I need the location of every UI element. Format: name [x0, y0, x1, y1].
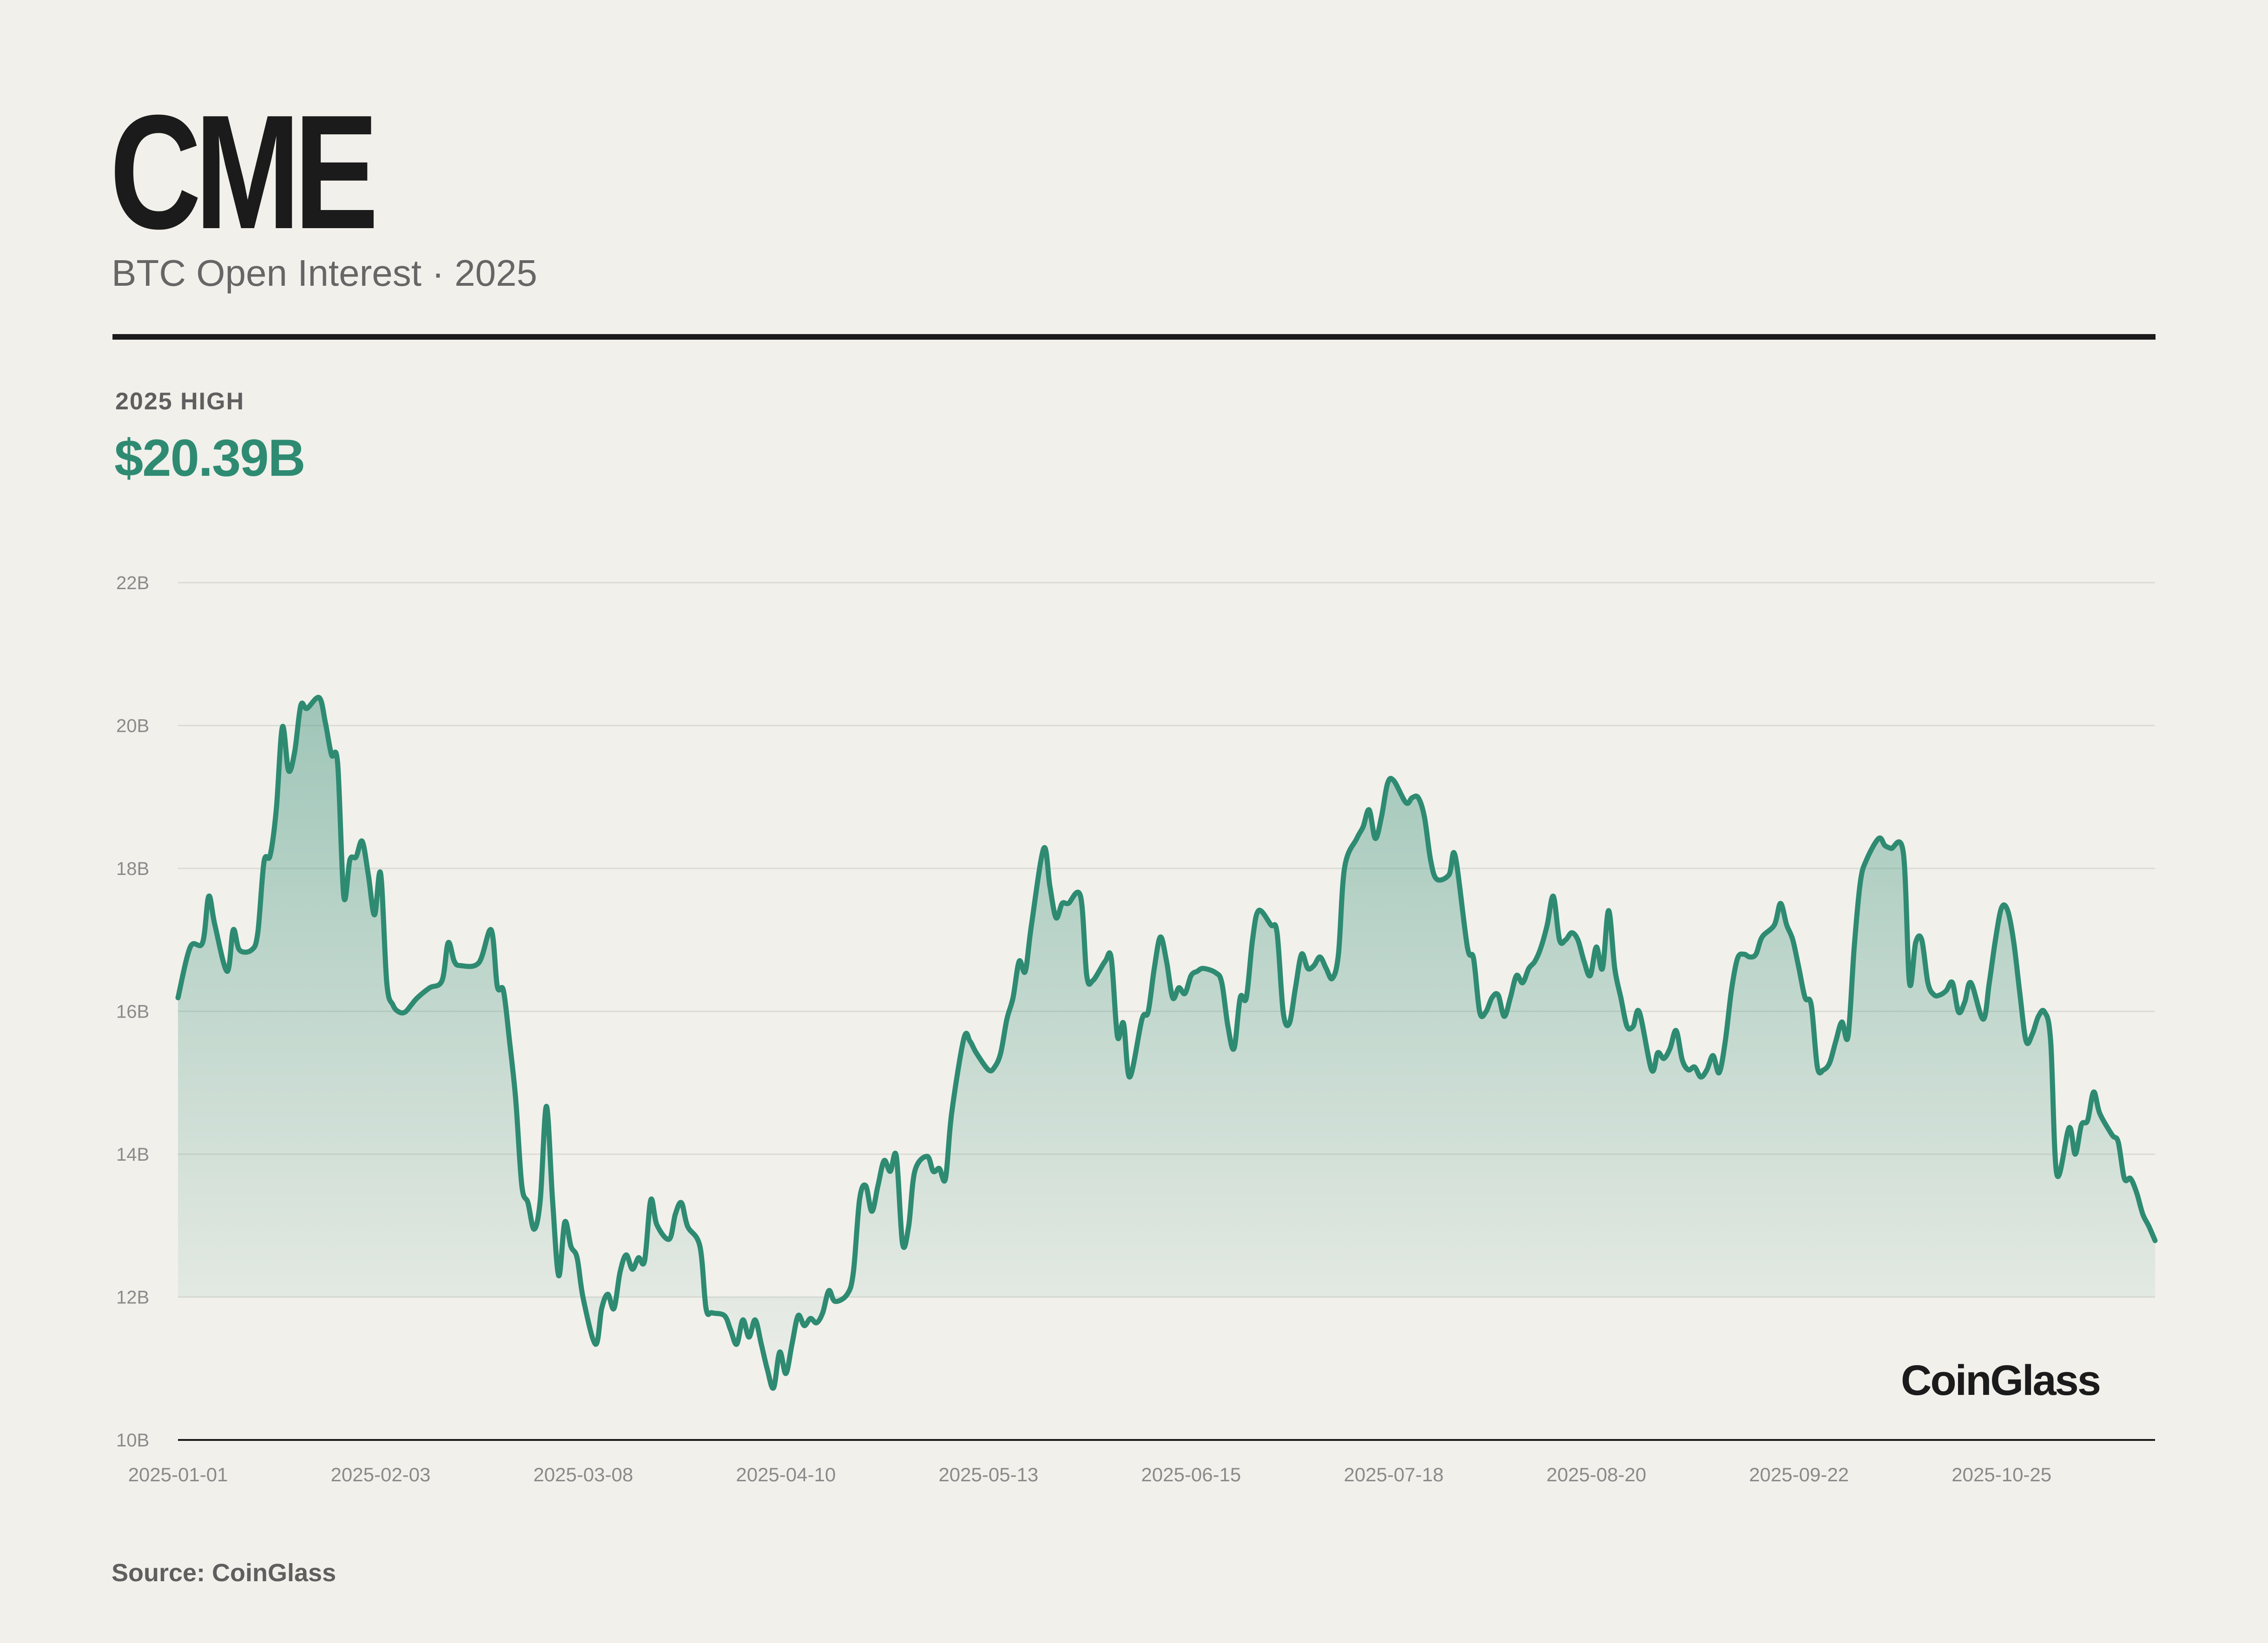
x-tick-label: 2025-06-15	[1141, 1464, 1241, 1485]
page-title: CME	[110, 81, 379, 263]
y-tick-label: 10B	[116, 1430, 149, 1451]
x-tick-label: 2025-02-03	[331, 1464, 431, 1485]
y-tick-label: 16B	[116, 1002, 149, 1022]
y-tick-label: 22B	[116, 573, 149, 593]
page-subtitle: BTC Open Interest · 2025	[112, 252, 538, 294]
x-tick-label: 2025-07-18	[1344, 1464, 1444, 1485]
x-tick-label: 2025-10-25	[1952, 1464, 2051, 1485]
y-tick-label: 20B	[116, 716, 149, 736]
y-tick-label: 12B	[116, 1288, 149, 1308]
x-axis-labels: 2025-01-01 2025-02-03 2025-03-08 2025-04-10…	[128, 1464, 2052, 1485]
x-tick-label: 2025-08-20	[1546, 1464, 1646, 1485]
series-area-fill	[178, 697, 2155, 1388]
kpi-value: $20.39B	[114, 429, 305, 487]
x-tick-label: 2025-03-08	[534, 1464, 633, 1485]
x-tick-label: 2025-05-13	[938, 1464, 1038, 1485]
x-tick-label: 2025-04-10	[736, 1464, 836, 1485]
series-line	[175, 695, 2158, 1391]
coinglass-watermark: CoinGlass	[1901, 1357, 2101, 1404]
source-note: Source: CoinGlass	[112, 1559, 336, 1587]
x-tick-label: 2025-09-22	[1749, 1464, 1849, 1485]
y-axis-labels: 10B 12B 14B 16B 18B 20B 22B	[116, 573, 149, 1451]
header-divider	[112, 334, 2156, 340]
y-tick-label: 14B	[116, 1144, 149, 1165]
kpi-label: 2025 HIGH	[115, 388, 245, 415]
x-tick-label: 2025-01-01	[128, 1464, 228, 1485]
y-tick-label: 18B	[116, 859, 149, 879]
